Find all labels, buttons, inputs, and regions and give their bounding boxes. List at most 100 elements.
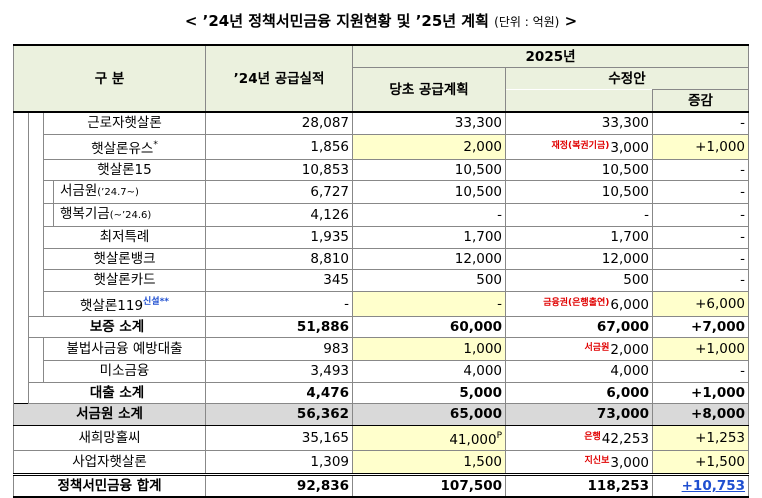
label: 미소금융 (99, 363, 150, 380)
actual: 3,493 (310, 363, 350, 380)
label: 햇살론119 (80, 297, 144, 314)
label: 불법사금융 예방대출 (66, 341, 183, 357)
actual-cell: 28,087 (205, 111, 354, 135)
plan-cell: 12,000 (352, 247, 507, 270)
header-cell: 2025년 (352, 44, 750, 68)
label: 보증 소계 (89, 318, 145, 335)
revised: 10,500 (601, 184, 650, 200)
plan: 10,500 (454, 184, 503, 200)
actual: 983 (323, 341, 350, 357)
actual-cell: 10,853 (205, 158, 354, 181)
revised-cell: 10,500 (505, 158, 654, 181)
label-cell: 햇살론119신설** (42, 290, 207, 317)
row: 보증 소계 51,886 60,000 67,000 +7,000 (14, 315, 750, 338)
change: +7,000 (691, 318, 746, 335)
label-cell: 새희망홀씨 (12, 424, 207, 451)
change: +1,000 (695, 138, 746, 155)
row: 햇살론15 10,853 10,500 10,500 - (14, 158, 750, 181)
plan-cell: 10,500 (352, 180, 507, 204)
header-cell (505, 89, 654, 113)
page: < ’24년 정책서민금융 지원현황 및 ’25년 계획 (단위 : 억원) >… (12, 12, 750, 498)
revised-cell: 10,500 (505, 180, 654, 204)
actual-cell: 1,856 (205, 133, 354, 160)
plan-cell: 33,300 (352, 111, 507, 135)
revised-cell: 33,300 (505, 111, 654, 135)
plan-cell: 41,000P (352, 424, 507, 451)
label-cell: 근로자햇살론 (42, 111, 207, 135)
plan: 1,500 (463, 453, 503, 470)
header-cell: 당초 공급계획 (352, 67, 507, 113)
plan-cell: - (352, 290, 507, 317)
change: - (740, 207, 746, 223)
actual: 10,853 (301, 161, 350, 178)
indent-cell (13, 111, 29, 404)
actual: 1,935 (310, 229, 350, 246)
change-cell: - (652, 203, 750, 227)
row: 근로자햇살론 28,087 33,300 33,300 - (13, 111, 750, 404)
change: +8,000 (691, 406, 746, 423)
plan: 2,000 (463, 138, 503, 155)
label-box: 행복기금(~’24.6) (53, 204, 190, 226)
label-note: (~’24.6) (109, 210, 152, 221)
plan-cell: - (352, 203, 507, 227)
change-cell: +7,000 (652, 315, 750, 338)
row: 서금원(’24.7~) 6,727 10,500 10,500 - (14, 180, 750, 204)
label-cell: 햇살론뱅크 (42, 247, 207, 270)
revised: 500 (623, 272, 650, 289)
revised-cell: 서금원2,000 (505, 337, 654, 361)
actual-cell: 1,935 (205, 226, 354, 249)
revised: - (644, 207, 650, 223)
actual: 56,362 (296, 406, 350, 423)
label-cell: 햇살론유스* (42, 133, 207, 160)
label-cell: 서금원 소계 (12, 403, 207, 426)
row: 미소금융 3,493 4,000 4,000 - (14, 360, 750, 383)
revised: 73,000 (596, 406, 650, 423)
change-cell: +1,000 (652, 133, 750, 160)
change: +6,000 (695, 295, 746, 312)
table-body: 근로자햇살론 28,087 33,300 33,300 - 햇살론유스* 1,856 2,00… (12, 111, 750, 498)
change-cell: - (652, 269, 750, 292)
plan-cell: 4,000 (352, 360, 507, 383)
change-cell: +1,500 (652, 449, 750, 475)
revised-cell: 지신보3,000 (505, 449, 654, 475)
label-sup: 신설** (143, 296, 170, 307)
actual: 35,165 (301, 429, 350, 446)
revised: 6,000 (606, 384, 650, 401)
plan: 10,500 (454, 161, 503, 178)
revised: 6,000 (610, 296, 650, 313)
change: +1,500 (695, 453, 746, 470)
change-cell: - (652, 158, 750, 181)
row: 햇살론뱅크 8,810 12,000 12,000 - (14, 247, 750, 270)
revised-cell: - (505, 203, 654, 227)
revised-note: 재정(복권기금) (551, 140, 610, 151)
plan-sup: P (496, 430, 503, 441)
change: +1,000 (691, 384, 746, 401)
change: - (740, 115, 746, 132)
row: 새희망홀씨 35,165 41,000P 은행42,253 +1,253 (12, 424, 750, 451)
change-cell: +1,253 (652, 424, 750, 451)
label-cell: 행복기금(~’24.6) (42, 203, 207, 227)
revised: 67,000 (596, 318, 650, 335)
actual-cell: 4,476 (205, 381, 354, 404)
plan-cell: 60,000 (352, 315, 507, 338)
revised-cell: 12,000 (505, 247, 654, 270)
change-cell: +8,000 (652, 403, 750, 426)
plan-cell: 10,500 (352, 158, 507, 181)
actual: 28,087 (301, 115, 350, 132)
revised: 12,000 (601, 250, 650, 267)
revised-cell: 재정(복권기금)3,000 (505, 133, 654, 160)
table: 구 분 ’24년 공급실적 2025년 당초 공급계획 수정안 증감 근로자햇살론 28… (12, 44, 750, 498)
label-cell: 최저특례 (42, 226, 207, 249)
plan: 1,000 (463, 341, 503, 357)
actual-cell: 8,810 (205, 247, 354, 270)
actual-cell: 56,362 (205, 403, 354, 426)
change-cell: - (652, 180, 750, 204)
plan: 5,000 (459, 384, 503, 401)
title-close: > (564, 12, 578, 30)
plan-cell: 2,000 (352, 133, 507, 160)
actual-cell: 345 (205, 269, 354, 292)
revised-note: 금융권(은행출연) (543, 297, 610, 308)
revised: 3,000 (610, 139, 650, 156)
revised: 3,000 (610, 454, 650, 471)
actual-cell: 4,126 (205, 203, 354, 227)
